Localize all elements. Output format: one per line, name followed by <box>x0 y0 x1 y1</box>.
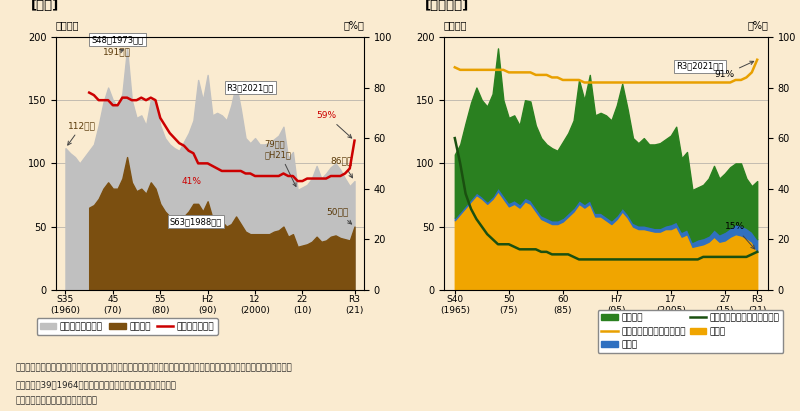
Text: 注１：新設住宅着工戸数は、一戸建、長屋建、共同住宅（主にマンション、アパート等）における戸数を集計したもの。: 注１：新設住宅着工戸数は、一戸建、長屋建、共同住宅（主にマンション、アパート等）… <box>16 364 293 373</box>
Text: 資料：国土交通省「住宅着工統計」: 資料：国土交通省「住宅着工統計」 <box>16 397 98 406</box>
Text: 79万戸
（H21）: 79万戸 （H21） <box>265 140 296 187</box>
Text: ２：昭和39（1964）年以前は木造の着工戸数の統計がない。: ２：昭和39（1964）年以前は木造の着工戸数の統計がない。 <box>16 380 177 389</box>
Legend: 共同住宅, 木造率（一戸建）（右軸）, 長屋建, 木造率（共同住宅）（右軸）, 一戸建: 共同住宅, 木造率（一戸建）（右軸）, 長屋建, 木造率（共同住宅）（右軸）, … <box>598 310 783 353</box>
Text: S63（1988）年: S63（1988）年 <box>170 217 222 226</box>
Text: [総数]: [総数] <box>31 0 60 12</box>
Text: （万戸）: （万戸） <box>444 21 467 31</box>
Text: 191万戸: 191万戸 <box>103 48 131 57</box>
Text: 59%: 59% <box>317 111 352 138</box>
Text: 86万戸: 86万戸 <box>331 156 353 178</box>
Legend: 新設住宅着工戸数, うち木造, 木造率（右軸）: 新設住宅着工戸数, うち木造, 木造率（右軸） <box>37 319 218 335</box>
Text: 50万戸: 50万戸 <box>326 207 352 224</box>
Text: R3（2021）年: R3（2021）年 <box>226 83 274 92</box>
Text: 15%: 15% <box>725 222 754 249</box>
Text: 91%: 91% <box>714 61 754 79</box>
Text: R3（2021）年: R3（2021）年 <box>676 62 723 71</box>
Text: （%）: （%） <box>747 21 768 31</box>
Text: [建て方別]: [建て方別] <box>425 0 469 12</box>
Text: （万戸）: （万戸） <box>56 21 79 31</box>
Text: S48（1973）年: S48（1973）年 <box>91 35 144 44</box>
Text: 41%: 41% <box>182 177 202 186</box>
Text: （%）: （%） <box>343 21 364 31</box>
Text: 112万戸: 112万戸 <box>68 121 96 145</box>
